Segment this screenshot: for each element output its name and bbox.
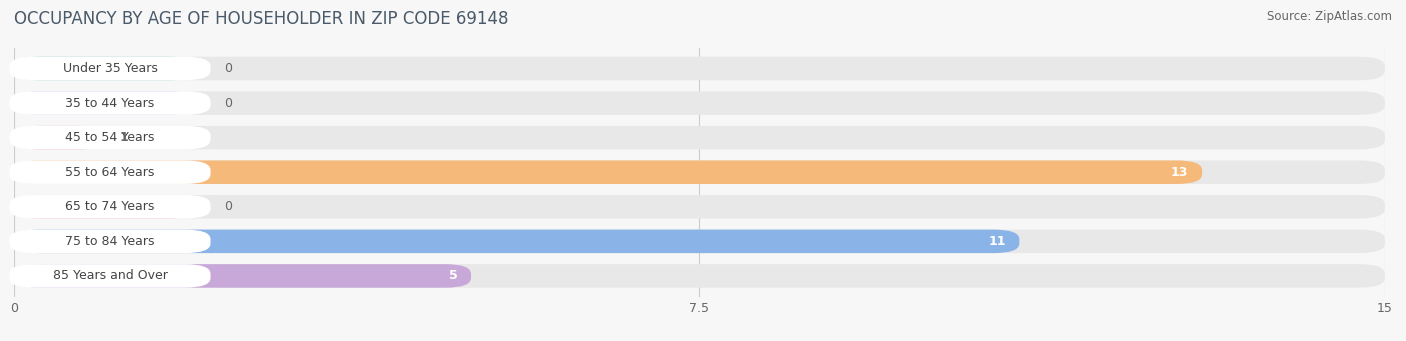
- Text: 0: 0: [225, 200, 232, 213]
- FancyBboxPatch shape: [14, 161, 1385, 184]
- FancyBboxPatch shape: [14, 195, 1385, 219]
- Text: 35 to 44 Years: 35 to 44 Years: [66, 97, 155, 109]
- Text: 0: 0: [225, 62, 232, 75]
- FancyBboxPatch shape: [14, 161, 1202, 184]
- FancyBboxPatch shape: [14, 91, 1385, 115]
- FancyBboxPatch shape: [14, 126, 1385, 149]
- FancyBboxPatch shape: [14, 57, 195, 80]
- FancyBboxPatch shape: [10, 229, 211, 253]
- FancyBboxPatch shape: [14, 126, 105, 149]
- FancyBboxPatch shape: [14, 195, 195, 219]
- FancyBboxPatch shape: [14, 57, 1385, 80]
- Text: 55 to 64 Years: 55 to 64 Years: [65, 166, 155, 179]
- Text: Under 35 Years: Under 35 Years: [63, 62, 157, 75]
- FancyBboxPatch shape: [14, 91, 195, 115]
- Text: 13: 13: [1171, 166, 1188, 179]
- FancyBboxPatch shape: [10, 161, 211, 184]
- Text: 5: 5: [449, 269, 457, 282]
- FancyBboxPatch shape: [14, 229, 1019, 253]
- Text: OCCUPANCY BY AGE OF HOUSEHOLDER IN ZIP CODE 69148: OCCUPANCY BY AGE OF HOUSEHOLDER IN ZIP C…: [14, 10, 509, 28]
- FancyBboxPatch shape: [10, 91, 211, 115]
- Text: Source: ZipAtlas.com: Source: ZipAtlas.com: [1267, 10, 1392, 23]
- FancyBboxPatch shape: [14, 264, 1385, 288]
- Text: 1: 1: [120, 131, 128, 144]
- FancyBboxPatch shape: [14, 229, 1385, 253]
- FancyBboxPatch shape: [10, 57, 211, 80]
- Text: 0: 0: [225, 97, 232, 109]
- FancyBboxPatch shape: [10, 195, 211, 219]
- Text: 45 to 54 Years: 45 to 54 Years: [65, 131, 155, 144]
- Text: 65 to 74 Years: 65 to 74 Years: [65, 200, 155, 213]
- Text: 85 Years and Over: 85 Years and Over: [52, 269, 167, 282]
- Text: 75 to 84 Years: 75 to 84 Years: [65, 235, 155, 248]
- FancyBboxPatch shape: [10, 126, 211, 149]
- FancyBboxPatch shape: [14, 264, 471, 288]
- FancyBboxPatch shape: [10, 264, 211, 288]
- Text: 11: 11: [988, 235, 1005, 248]
